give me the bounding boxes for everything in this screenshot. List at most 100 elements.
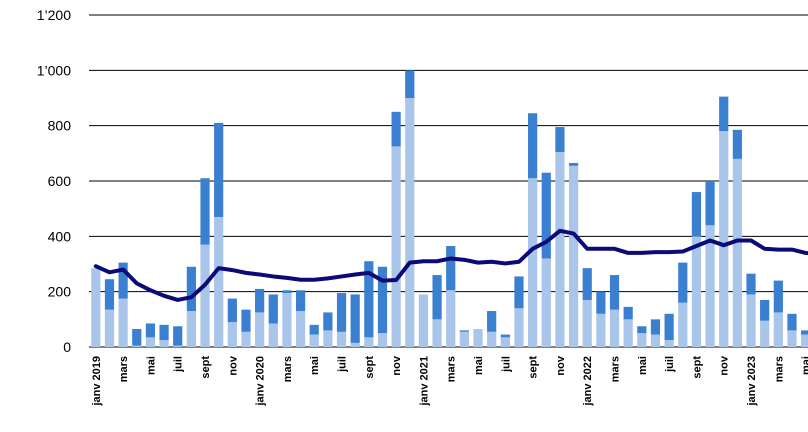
bar-segment-dark bbox=[446, 246, 456, 291]
bar-segment-light bbox=[309, 334, 319, 347]
y-tick-label: 1’200 bbox=[37, 7, 71, 23]
bar-segment-dark bbox=[609, 275, 620, 310]
bar-segment-dark bbox=[678, 262, 688, 303]
bar-segment-dark bbox=[391, 111, 401, 147]
y-tick-label: 400 bbox=[48, 228, 72, 244]
bar-segment-light bbox=[609, 309, 620, 347]
bar-segment-light bbox=[500, 337, 510, 347]
average-line bbox=[93, 228, 808, 302]
bar-segment-light bbox=[214, 216, 224, 347]
bar-segment-dark bbox=[295, 290, 306, 312]
bar-segment-light bbox=[746, 294, 756, 347]
x-tick-label: mai bbox=[309, 356, 321, 375]
x-tick-label: nov bbox=[227, 355, 239, 375]
bar-segment-dark bbox=[459, 330, 469, 332]
bar-segment-dark bbox=[145, 323, 156, 338]
x-tick-label: nov bbox=[719, 355, 731, 375]
x-tick-label: janv 2021 bbox=[418, 356, 430, 407]
bar-segment-dark bbox=[200, 178, 210, 245]
bar-segment-light bbox=[773, 312, 783, 347]
bar-segment-dark bbox=[104, 279, 115, 310]
bar-segment-light bbox=[446, 290, 456, 347]
x-tick-label: mai bbox=[637, 356, 649, 375]
x-tick-label: sept bbox=[691, 356, 703, 379]
x-tick-label: sept bbox=[200, 356, 212, 379]
bar-segment-dark bbox=[760, 299, 770, 321]
bar-segment-light bbox=[364, 337, 374, 347]
bar-segment-light bbox=[268, 323, 278, 347]
x-tick-label: juil bbox=[337, 356, 349, 373]
bar-segment-light bbox=[541, 258, 551, 347]
x-tick-label: mars bbox=[282, 356, 294, 382]
bar-segment-dark bbox=[241, 309, 251, 332]
x-tick-label: sept bbox=[528, 356, 540, 379]
bar-segment-light bbox=[350, 342, 360, 347]
bar-segment-light bbox=[104, 309, 115, 347]
bar-segment-light bbox=[377, 333, 388, 347]
bar-segment-light bbox=[582, 299, 592, 347]
bar-segment-dark bbox=[255, 288, 265, 313]
y-axis-ticks: 0 200 400 600 800 1’000 1’200 bbox=[37, 7, 71, 355]
bar-segment-light bbox=[186, 311, 196, 347]
bar-segment-light bbox=[787, 330, 797, 347]
bar-segment-dark bbox=[801, 330, 808, 335]
y-tick-label: 1’000 bbox=[37, 62, 71, 78]
bar-segment-light bbox=[132, 345, 142, 347]
bar-segment-light bbox=[801, 334, 808, 347]
bar-segment-light bbox=[678, 302, 688, 347]
series-line bbox=[93, 228, 808, 302]
bar-segment-dark bbox=[719, 96, 729, 132]
x-tick-label: mars bbox=[118, 356, 130, 382]
x-tick-label: juil bbox=[173, 356, 185, 373]
bar-segment-dark bbox=[364, 261, 374, 338]
bar-segment-dark bbox=[405, 70, 415, 98]
bar-segment-light bbox=[637, 333, 647, 347]
bar-segment-dark bbox=[500, 334, 510, 338]
bar-segment-light bbox=[295, 311, 306, 347]
bar-segment-dark bbox=[596, 291, 606, 314]
bar-segment-light bbox=[528, 178, 538, 347]
bar-segment-dark bbox=[214, 122, 224, 217]
bar-segment-light bbox=[596, 313, 606, 347]
bar-segment-dark bbox=[487, 311, 497, 332]
x-tick-label: mai bbox=[145, 356, 157, 375]
x-tick-label: mars bbox=[446, 356, 458, 382]
y-tick-label: 800 bbox=[48, 118, 72, 134]
bar-segment-dark bbox=[705, 181, 715, 226]
x-tick-label: sept bbox=[364, 356, 376, 379]
bar-segment-dark bbox=[268, 294, 278, 324]
bar-segment-light bbox=[514, 308, 524, 347]
bar-segment-dark bbox=[227, 298, 237, 323]
bar-segment-dark bbox=[732, 129, 742, 159]
x-axis-ticks: janv 2019 mars mai juil sept nov janv 2020 mars… bbox=[91, 355, 808, 406]
bar-segment-dark bbox=[773, 280, 783, 313]
x-tick-label: nov bbox=[391, 355, 403, 375]
bar-segment-light bbox=[664, 340, 674, 347]
y-tick-label: 200 bbox=[48, 284, 72, 300]
y-tick-label: 0 bbox=[63, 339, 71, 355]
bar-segment-light bbox=[732, 158, 742, 347]
bar-segment-light bbox=[91, 268, 101, 347]
bar-segment-dark bbox=[186, 266, 196, 312]
bar-segment-light bbox=[555, 151, 565, 347]
bar-segment-dark bbox=[623, 306, 633, 320]
bar-segment-dark bbox=[282, 290, 292, 294]
bar-segment-light bbox=[200, 244, 210, 347]
bar-segment-light bbox=[391, 146, 401, 347]
bar-segment-light bbox=[760, 320, 770, 347]
bar-segment-dark bbox=[323, 312, 333, 331]
bar-segment-dark bbox=[555, 127, 565, 152]
bar-segment-light bbox=[118, 298, 128, 347]
bar-segment-dark bbox=[173, 326, 183, 346]
bar-segment-dark bbox=[582, 268, 592, 300]
bar-segment-dark bbox=[746, 273, 756, 295]
bar-segment-dark bbox=[650, 319, 661, 335]
bar-segment-light bbox=[173, 345, 183, 347]
x-tick-label: mars bbox=[610, 356, 622, 382]
bar-segment-dark bbox=[432, 275, 442, 320]
x-tick-label: mai bbox=[473, 356, 485, 375]
bar-segment-light bbox=[432, 319, 442, 347]
bar-segment-light bbox=[487, 331, 497, 347]
bar-segment-dark bbox=[514, 276, 524, 309]
